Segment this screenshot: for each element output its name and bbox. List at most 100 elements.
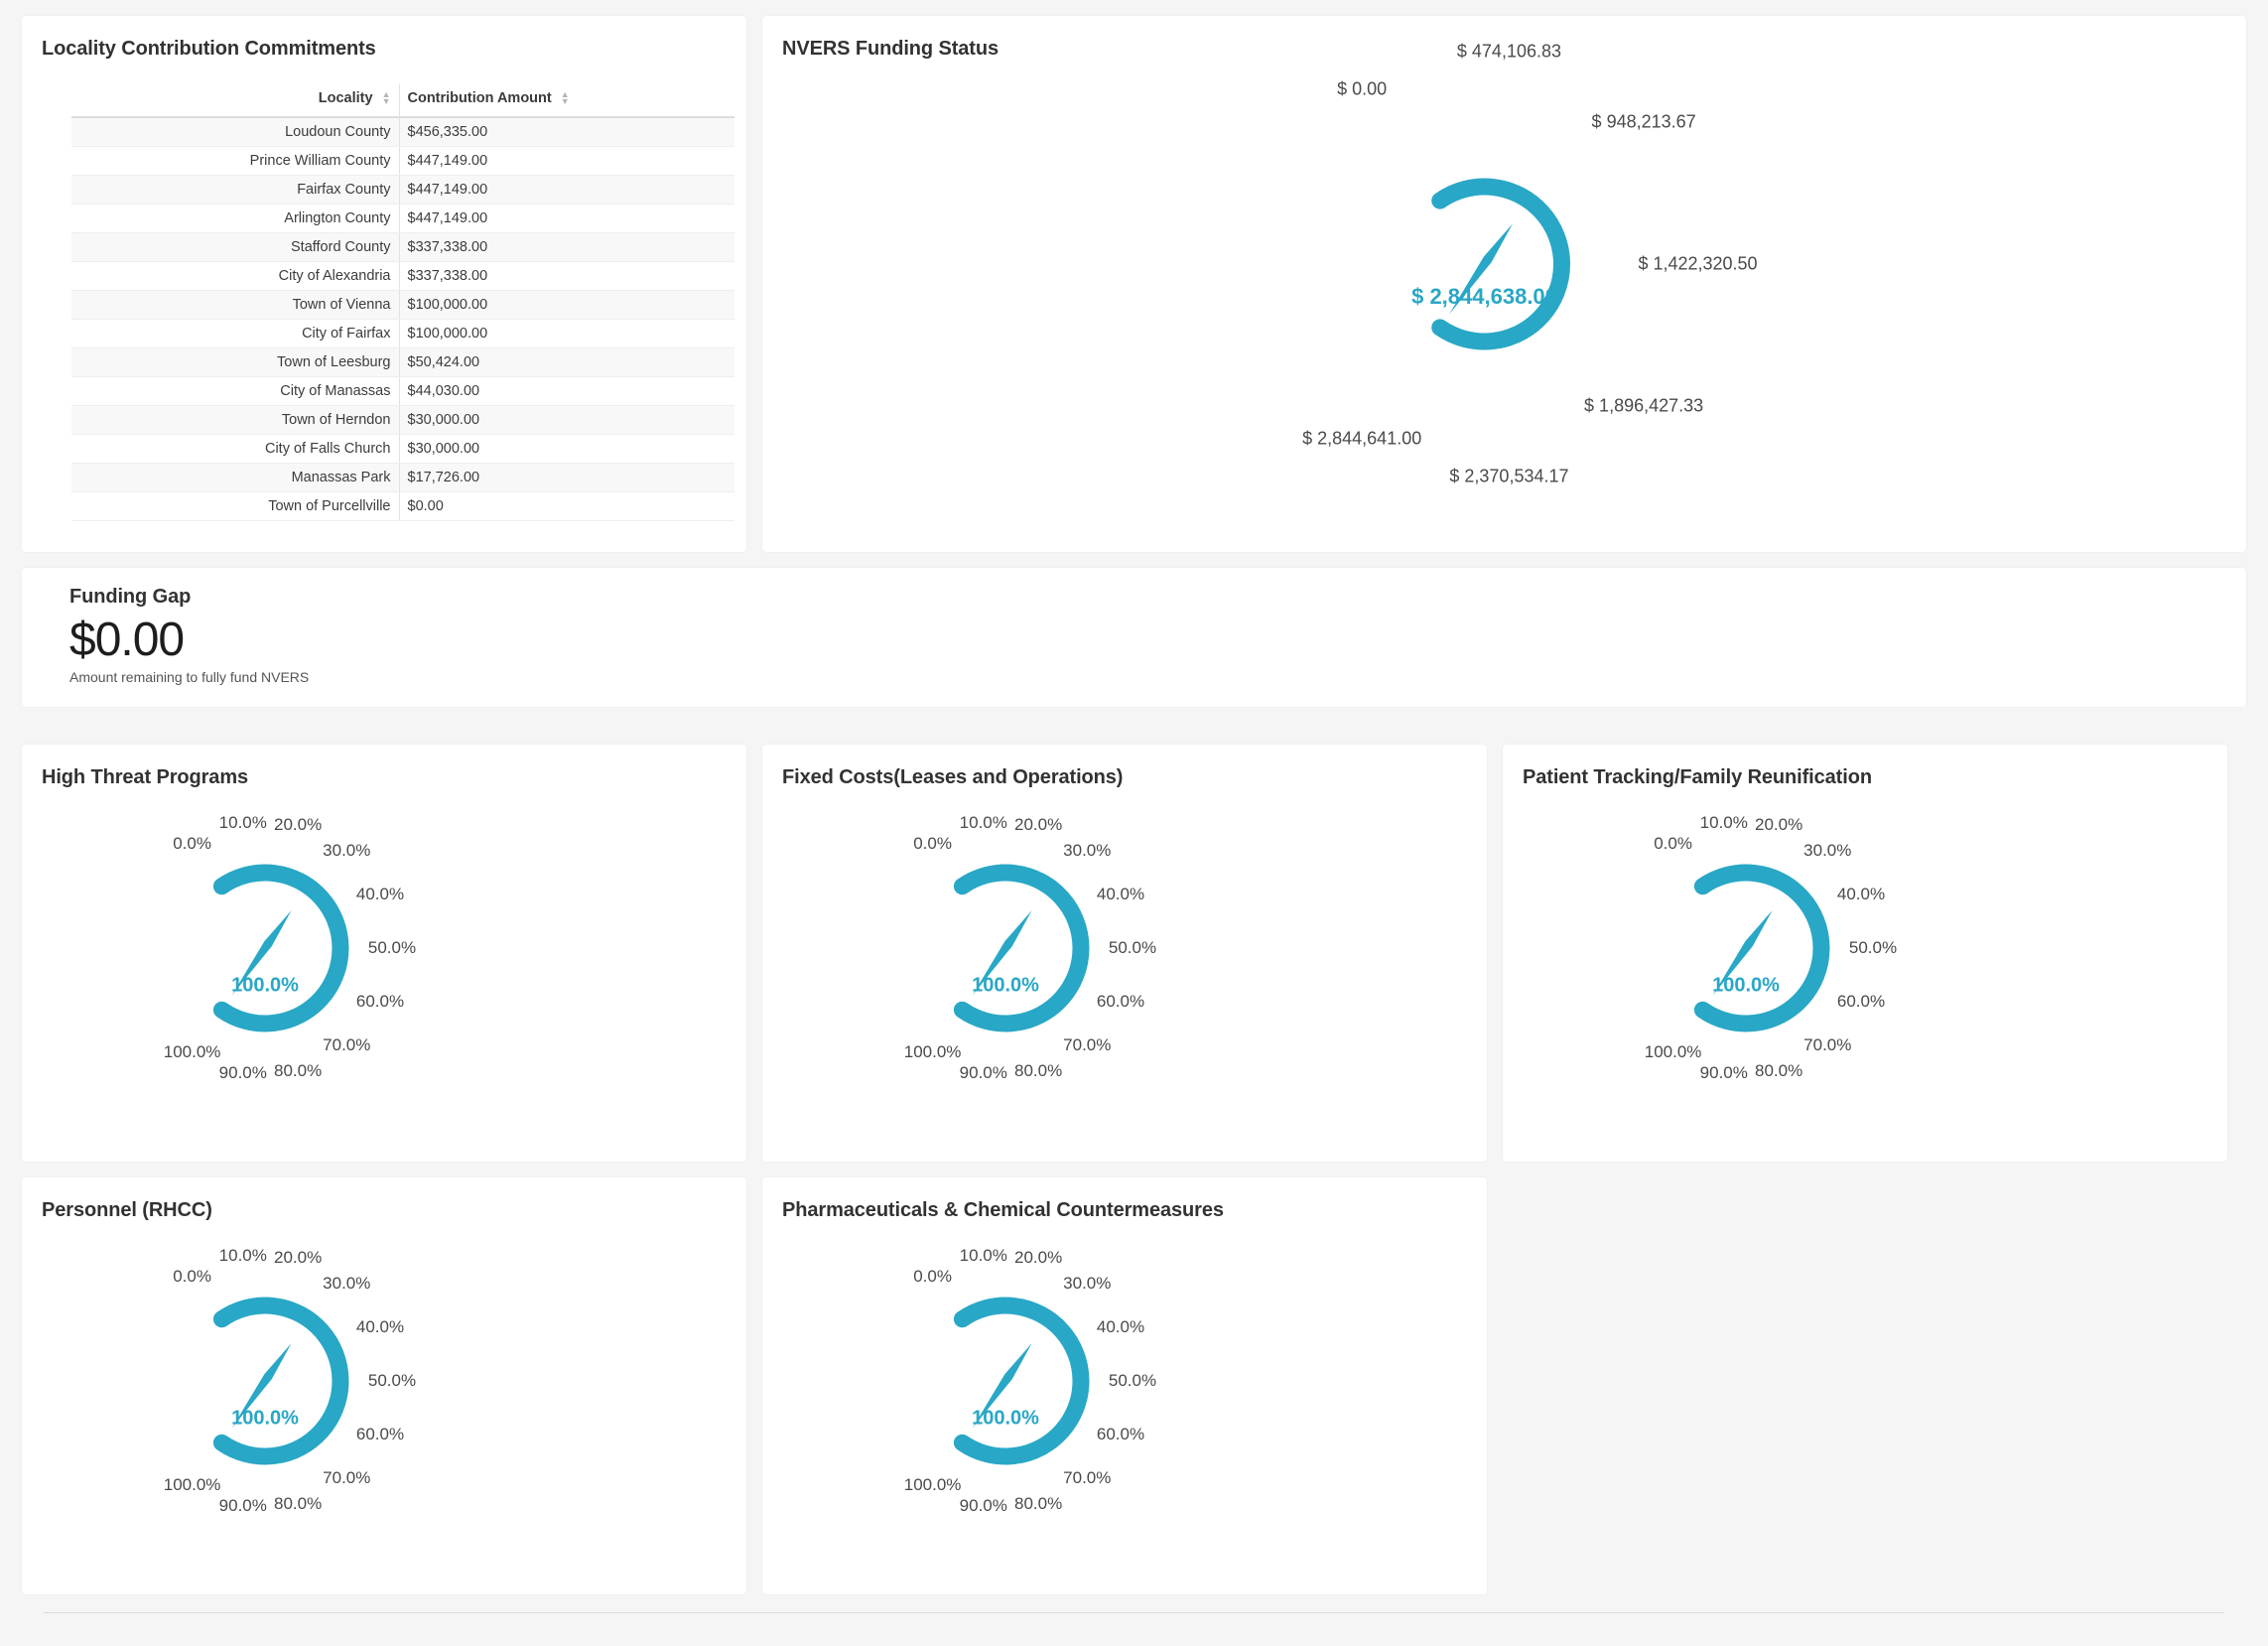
gauge-tick-label: 60.0% [1096, 1425, 1145, 1444]
gauge-tick-label: 0.0% [913, 834, 952, 854]
cell-locality: Town of Purcellville [71, 491, 399, 521]
gauge-tick-label: 80.0% [274, 1060, 323, 1080]
table-row[interactable]: Arlington County $447,149.00 [71, 204, 734, 233]
gauge-tick-label: $ 2,370,534.17 [1449, 466, 1569, 486]
cell-contribution-amount: $30,000.00 [398, 405, 734, 435]
funding-gap-subtitle: Amount remaining to fully fund NVERS [69, 669, 310, 686]
table-row[interactable]: City of Falls Church $30,000.00 [71, 434, 734, 464]
personnel-rhcc-gauge: 0.0% 10.0% 20.0% 30.0% 40.0% 50.0% 60.0% 70.0% 8… [22, 1222, 746, 1570]
gauge-svg [212, 1297, 349, 1465]
cell-contribution-amount: $447,149.00 [398, 175, 734, 205]
locality-contributions-card: Locality Contribution Commitments Locali… [22, 16, 746, 552]
gauge-svg [212, 864, 349, 1032]
gauge-needle [231, 1342, 292, 1429]
gauge-center-value: 100.0% [1712, 974, 1780, 997]
cell-contribution-amount: $100,000.00 [398, 319, 734, 348]
sort-icon[interactable]: ▲ ▼ [381, 89, 391, 107]
cell-locality: Manassas Park [71, 463, 399, 492]
nvers-funding-status-card: NVERS Funding Status $ 0.00 $ 474,106.83 $… [762, 16, 2246, 552]
cell-locality: Town of Leesburg [71, 347, 399, 377]
gauge-tick-label: 70.0% [1063, 1035, 1112, 1055]
gauge-tick-label: 20.0% [1014, 815, 1063, 835]
gauge-tick-label: 20.0% [1014, 1248, 1063, 1268]
top-row: Locality Contribution Commitments Locali… [22, 16, 2246, 552]
fixed-costs-gauge: 0.0% 10.0% 20.0% 30.0% 40.0% 50.0% 60.0% 70.0% 8… [762, 789, 1487, 1137]
table-row[interactable]: Stafford County $337,338.00 [71, 232, 734, 262]
gauge-tick-label: $ 948,213.67 [1591, 111, 1696, 132]
table-row[interactable]: City of Manassas $44,030.00 [71, 376, 734, 406]
cell-locality: City of Alexandria [71, 261, 399, 291]
table-row[interactable]: Town of Purcellville $0.00 [71, 491, 734, 521]
table-row[interactable]: Fairfax County $447,149.00 [71, 175, 734, 205]
fixed-costs-card: Fixed Costs(Leases and Operations) 0.0% 1… [762, 745, 1487, 1162]
patient-tracking-title: Patient Tracking/Family Reunification [1523, 766, 1872, 788]
gauge-svg [953, 1297, 1090, 1465]
table-row[interactable]: City of Alexandria $337,338.00 [71, 261, 734, 291]
gauge-tick-label: 40.0% [1096, 1316, 1145, 1336]
gauge-tick-label: 20.0% [274, 1248, 323, 1268]
locality-card-title: Locality Contribution Commitments [42, 38, 376, 60]
funding-gap-value: $0.00 [69, 614, 185, 666]
locality-table-body: Loudoun County $456,335.00 Prince William … [71, 117, 734, 521]
gauge-needle [972, 1342, 1032, 1429]
table-row[interactable]: Town of Leesburg $50,424.00 [71, 347, 734, 377]
table-row[interactable]: Prince William County $447,149.00 [71, 146, 734, 176]
cell-contribution-amount: $337,338.00 [398, 232, 734, 262]
gauge-arc [953, 1297, 1090, 1465]
cell-contribution-amount: $100,000.00 [398, 290, 734, 320]
gauge-tick-label: 30.0% [1063, 1273, 1112, 1293]
table-row[interactable]: Loudoun County $456,335.00 [71, 117, 734, 147]
pharmaceuticals-title: Pharmaceuticals & Chemical Countermeasur… [782, 1199, 1224, 1221]
gauge-tick-label: 80.0% [1014, 1493, 1063, 1513]
gauge-tick-label: 0.0% [173, 834, 211, 854]
gauge-needle [972, 909, 1032, 996]
gauge-tick-label: 80.0% [1755, 1060, 1803, 1080]
cell-contribution-amount: $44,030.00 [398, 376, 734, 406]
gauge-tick-label: 50.0% [1108, 938, 1157, 957]
column-header-amount-label: Contribution Amount [407, 90, 552, 106]
gauge-arc [953, 864, 1090, 1032]
cell-contribution-amount: $0.00 [398, 491, 734, 521]
nvers-funding-status-title: NVERS Funding Status [782, 38, 1000, 60]
footer-divider [44, 1612, 2224, 1613]
sort-icon[interactable]: ▲ ▼ [560, 89, 570, 107]
gauge-tick-label: 90.0% [218, 1496, 267, 1516]
cell-locality: Fairfax County [71, 175, 399, 205]
gauge-tick-label: 60.0% [355, 992, 405, 1012]
gauge-tick-label: 70.0% [323, 1468, 371, 1488]
gauge-tick-label: 90.0% [959, 1496, 1007, 1516]
cell-contribution-amount: $50,424.00 [398, 347, 734, 377]
table-row[interactable]: City of Fairfax $100,000.00 [71, 319, 734, 348]
gauge-tick-label: 10.0% [218, 812, 267, 832]
column-header-locality[interactable]: Locality ▲ ▼ [71, 84, 399, 118]
funding-gap-title: Funding Gap [69, 586, 192, 608]
nvers-funding-gauge: $ 0.00 $ 474,106.83 $ 948,213.67 $ 1,422,32… [762, 42, 2246, 527]
high-threat-programs-title: High Threat Programs [42, 766, 249, 788]
gauge-tick-label: 60.0% [355, 1425, 405, 1444]
table-row[interactable]: Town of Herndon $30,000.00 [71, 405, 734, 435]
gauge-tick-label: $ 2,844,641.00 [1302, 428, 1422, 449]
gauge-arc [1693, 864, 1830, 1032]
gauge-tick-label: 40.0% [355, 1316, 405, 1336]
column-header-locality-label: Locality [318, 90, 373, 106]
fixed-costs-title: Fixed Costs(Leases and Operations) [782, 766, 1124, 788]
cell-contribution-amount: $447,149.00 [398, 204, 734, 233]
gauge-tick-label: $ 0.00 [1337, 78, 1388, 99]
gauge-center-value: 100.0% [231, 1407, 299, 1430]
column-header-contribution-amount[interactable]: Contribution Amount ▲ ▼ [398, 84, 734, 118]
table-row[interactable]: Manassas Park $17,726.00 [71, 463, 734, 492]
funding-gap-row: Funding Gap $0.00 Amount remaining to fu… [22, 568, 2246, 707]
gauge-tick-label: 0.0% [913, 1267, 952, 1287]
gauge-tick-label: 50.0% [1108, 1371, 1157, 1390]
locality-table-head: Locality ▲ ▼ Contribution Amount ▲ ▼ [71, 84, 734, 118]
gauge-center-value: 100.0% [972, 974, 1039, 997]
gauge-arc [212, 1297, 349, 1465]
table-row[interactable]: Town of Vienna $100,000.00 [71, 290, 734, 320]
gauge-tick-label: 80.0% [274, 1493, 323, 1513]
cell-contribution-amount: $17,726.00 [398, 463, 734, 492]
gauge-tick-label: 40.0% [355, 884, 405, 903]
gauge-tick-label: 90.0% [218, 1063, 267, 1083]
gauge-tick-label: 10.0% [1699, 812, 1748, 832]
patient-tracking-gauge: 0.0% 10.0% 20.0% 30.0% 40.0% 50.0% 60.0% 70.0% 8… [1503, 789, 2227, 1137]
